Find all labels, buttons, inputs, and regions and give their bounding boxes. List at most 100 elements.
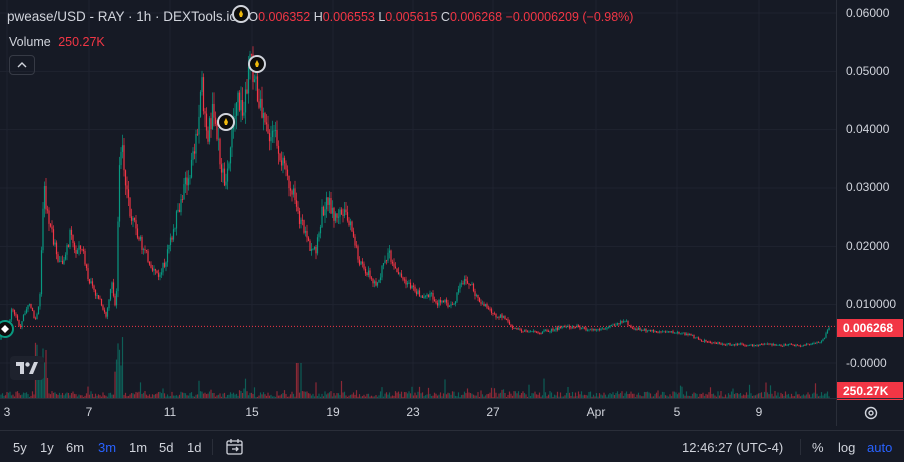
event-marker[interactable]: [0, 320, 14, 338]
range-6m-button[interactable]: 6m: [66, 440, 85, 455]
volume-bar: [142, 392, 145, 398]
volume-bar: [294, 396, 296, 398]
candle-body: [771, 343, 773, 346]
volume-bar: [351, 394, 353, 398]
candle-body: [238, 92, 241, 111]
range-5d-button[interactable]: 5d: [159, 440, 174, 455]
candle-body: [693, 335, 695, 339]
volume-bar: [172, 395, 175, 398]
volume-bar: [798, 394, 800, 398]
candle-body: [412, 285, 415, 287]
close-value: 0.006268: [449, 10, 503, 24]
auto-scale-toggle[interactable]: auto: [867, 440, 893, 455]
candle-body: [52, 229, 55, 245]
volume-bar: [360, 396, 362, 398]
event-marker[interactable]: [217, 113, 235, 131]
price-axis[interactable]: 0.06000 0.05000 0.04000 0.03000 0.02000 …: [836, 0, 904, 400]
candle-body: [774, 344, 776, 346]
volume-bar: [495, 392, 497, 398]
volume-bar: [400, 391, 403, 398]
volume-bar: [268, 395, 271, 398]
event-marker[interactable]: [248, 55, 266, 73]
volume-bar: [577, 391, 580, 398]
candle-body: [540, 333, 542, 334]
volume-bar: [724, 394, 727, 398]
range-5y-button[interactable]: 5y: [13, 440, 27, 455]
candle-body: [22, 315, 25, 322]
candle-body: [784, 344, 787, 346]
candle-body: [10, 309, 13, 320]
volume-bar: [604, 394, 607, 398]
candle-body: [681, 332, 683, 334]
volume-bar: [219, 393, 221, 398]
volume-bar: [610, 394, 613, 398]
time-tick: 27: [486, 405, 500, 419]
go-to-date-button[interactable]: [225, 437, 245, 457]
volume-bar: [15, 391, 17, 398]
symbol-title[interactable]: pwease/USD - RAY · 1h · DEXTools.io: [7, 9, 237, 24]
volume-bar: [160, 393, 163, 398]
timezone-clock[interactable]: 12:46:27 (UTC-4): [682, 440, 784, 455]
volume-bar: [445, 394, 448, 398]
time-axis[interactable]: 3 7 11 15 19 23 27 Apr 5 9: [0, 398, 836, 426]
candle-body: [340, 209, 343, 215]
event-marker[interactable]: [232, 5, 250, 23]
range-1y-button[interactable]: 1y: [40, 440, 54, 455]
volume-bar: [609, 392, 611, 398]
candle-body: [19, 325, 22, 328]
candle-body: [147, 250, 149, 262]
candle-body: [391, 261, 394, 264]
candle-body: [93, 285, 95, 291]
candle-body: [453, 303, 455, 305]
candle-body: [172, 229, 175, 240]
candle-body: [280, 160, 283, 166]
candle-body: [766, 343, 769, 345]
candle-body: [664, 331, 667, 333]
candle-body: [519, 328, 521, 330]
chart-settings-button[interactable]: [836, 398, 904, 426]
candle-body: [480, 302, 482, 304]
volume-bar: [627, 394, 629, 398]
candle-body: [679, 333, 682, 335]
candle-body: [196, 133, 199, 135]
candle-body: [777, 344, 779, 346]
collapse-legend-button[interactable]: [9, 55, 35, 75]
candle-body: [106, 308, 109, 317]
chart-pane[interactable]: pwease/USD - RAY · 1h · DEXTools.io O0.0…: [0, 0, 836, 398]
log-toggle[interactable]: log: [838, 440, 856, 455]
volume-bar: [511, 395, 514, 398]
candle-body: [537, 331, 539, 333]
volume-bar: [396, 392, 398, 398]
candle-body: [799, 345, 802, 347]
volume-bar: [576, 396, 578, 398]
volume-bar: [138, 391, 140, 398]
tradingview-logo[interactable]: [10, 356, 44, 380]
volume-bar: [280, 394, 283, 398]
price-chart[interactable]: [0, 0, 836, 398]
candle-body: [579, 327, 581, 329]
candle-body: [387, 252, 389, 261]
range-1m-button[interactable]: 1m: [129, 440, 148, 455]
range-3m-button[interactable]: 3m: [98, 440, 117, 455]
volume-bar: [28, 396, 31, 398]
volume-bar: [250, 392, 253, 398]
volume-bar: [387, 394, 389, 398]
volume-bar: [271, 396, 274, 398]
candle-body: [435, 301, 437, 303]
candle-body: [822, 339, 824, 342]
volume-bar: [651, 396, 653, 398]
candle-body: [339, 209, 341, 217]
volume-bar: [453, 391, 455, 398]
candle-body: [783, 344, 785, 346]
percent-toggle[interactable]: %: [812, 440, 824, 455]
volume-bar: [700, 394, 703, 398]
candle-body: [646, 330, 649, 332]
candle-body: [159, 274, 161, 277]
range-1d-button[interactable]: 1d: [187, 440, 202, 455]
candle-body: [366, 273, 368, 275]
price-tick: 0.02000: [846, 239, 890, 253]
candle-body: [493, 313, 496, 315]
candle-body: [561, 326, 563, 329]
candle-body: [129, 197, 131, 217]
candle-body: [345, 209, 347, 213]
